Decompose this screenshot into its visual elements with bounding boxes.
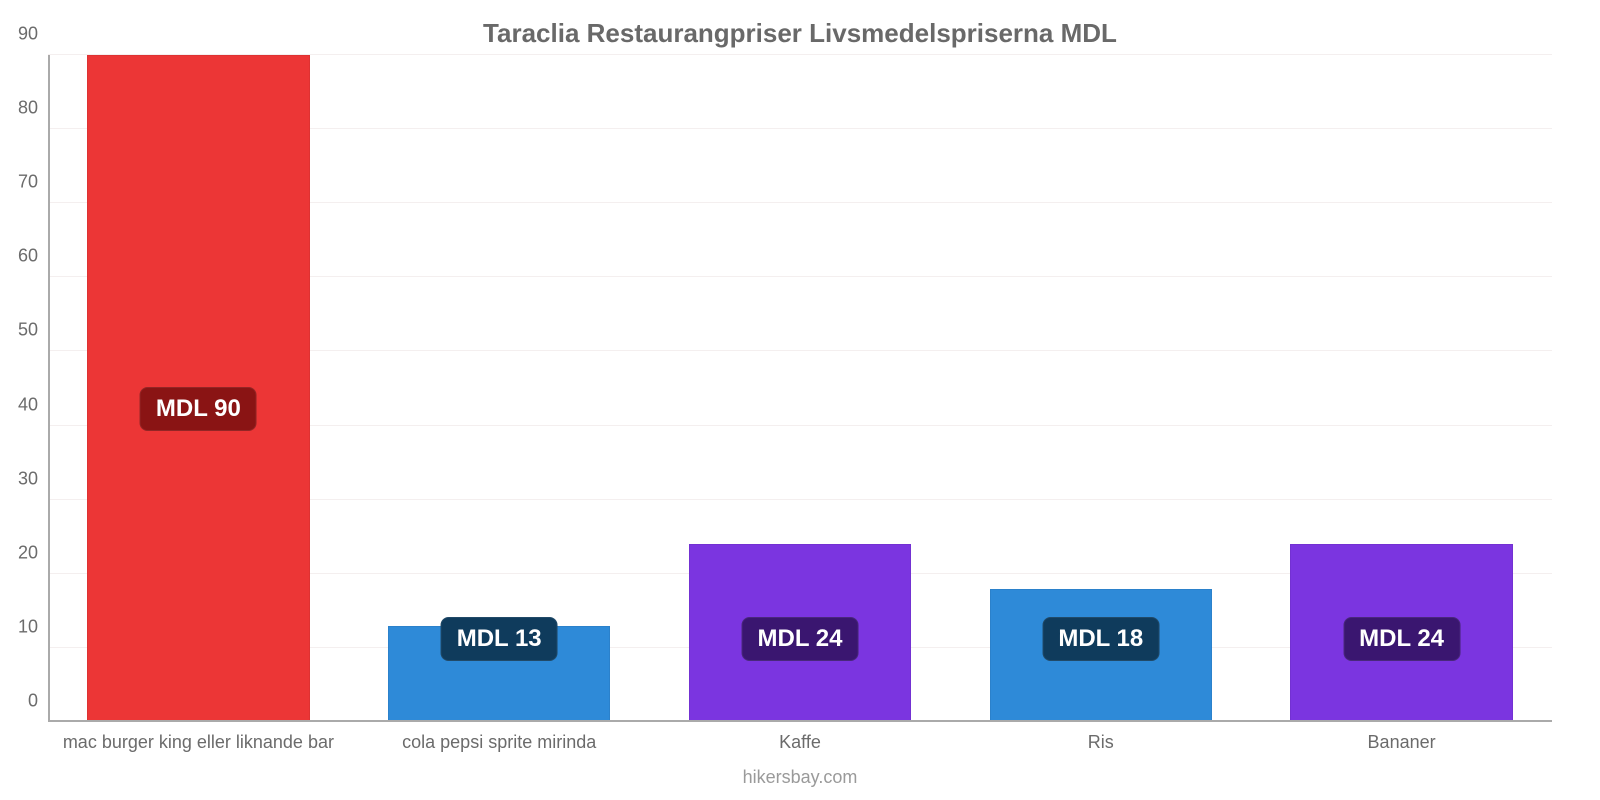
ytick-label: 50: [18, 320, 48, 341]
bar-ris: MDL 18: [990, 589, 1213, 722]
value-badge: MDL 24: [1343, 617, 1460, 661]
ytick-label: 40: [18, 394, 48, 415]
xtick-label: cola pepsi sprite mirinda: [402, 722, 596, 753]
value-badge: MDL 90: [140, 387, 257, 431]
plot-area: 0 10 20 30 40 50 60 70 80 90: [48, 55, 1552, 722]
value-badge: MDL 18: [1042, 617, 1159, 661]
ytick-label: 80: [18, 98, 48, 119]
ytick-label: 20: [18, 542, 48, 563]
ytick-label: 30: [18, 468, 48, 489]
chart-title: Taraclia Restaurangpriser Livsmedelspris…: [0, 18, 1600, 49]
plot-inner: 0 10 20 30 40 50 60 70 80 90: [48, 55, 1552, 722]
xtick-label: mac burger king eller liknande bar: [63, 722, 334, 753]
bar-slot: MDL 18 Ris: [950, 55, 1251, 722]
xtick-label: Bananer: [1368, 722, 1436, 753]
value-badge: MDL 13: [441, 617, 558, 661]
bar-cola: MDL 13: [388, 626, 611, 722]
xtick-label: Ris: [1088, 722, 1114, 753]
ytick-label: 10: [18, 616, 48, 637]
bar-slot: MDL 24 Bananer: [1251, 55, 1552, 722]
bar-bananer: MDL 24: [1290, 544, 1513, 722]
xtick-label: Kaffe: [779, 722, 821, 753]
bars-container: MDL 90 mac burger king eller liknande ba…: [48, 55, 1552, 722]
bar-slot: MDL 90 mac burger king eller liknande ba…: [48, 55, 349, 722]
ytick-label: 60: [18, 246, 48, 267]
credit-text: hikersbay.com: [0, 767, 1600, 788]
bar-mac-burger: MDL 90: [87, 55, 310, 722]
bar-slot: MDL 13 cola pepsi sprite mirinda: [349, 55, 650, 722]
x-axis-line: [48, 720, 1552, 722]
y-axis-line: [48, 55, 50, 722]
bar-kaffe: MDL 24: [689, 544, 912, 722]
ytick-label: 70: [18, 172, 48, 193]
price-bar-chart: Taraclia Restaurangpriser Livsmedelspris…: [0, 0, 1600, 800]
ytick-label: 0: [28, 691, 48, 712]
value-badge: MDL 24: [742, 617, 859, 661]
ytick-label: 90: [18, 24, 48, 45]
bar-slot: MDL 24 Kaffe: [650, 55, 951, 722]
